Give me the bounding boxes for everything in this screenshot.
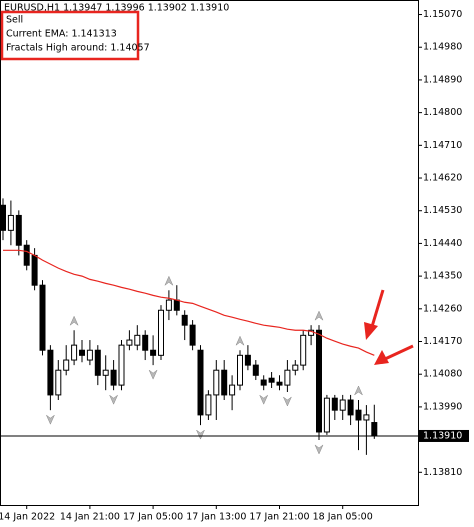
candle-body	[134, 334, 141, 346]
candle-body	[276, 381, 283, 386]
x-tick-label: 17 Jan 05:00	[123, 512, 183, 523]
candle-body	[347, 399, 354, 416]
candle-body	[118, 344, 125, 386]
fractal-down	[195, 429, 206, 440]
candle-body	[237, 354, 243, 386]
candle-body	[189, 324, 196, 346]
candle-body	[339, 399, 346, 411]
y-tick-label: 1.14350	[423, 271, 462, 282]
fractal-down	[45, 414, 56, 425]
y-tick-label: 1.14530	[423, 205, 462, 216]
candle-body	[300, 334, 307, 366]
candle-body	[284, 369, 291, 386]
candle-body	[158, 309, 164, 356]
candle-body	[221, 369, 228, 396]
symbol-header: EURUSD,H1 1.13947 1.13996 1.13902 1.1391…	[4, 3, 229, 14]
candle-body	[71, 344, 78, 361]
fractal-down	[108, 394, 119, 405]
y-tick-label: 1.13990	[423, 401, 462, 412]
candle-body	[63, 359, 70, 371]
fractal-down	[314, 444, 324, 455]
candle-body	[94, 349, 101, 376]
candle-body	[371, 422, 378, 437]
candle-body	[15, 214, 22, 246]
x-tick-label: 17 Jan 13:00	[186, 512, 246, 523]
candle-body	[205, 394, 212, 416]
candle-body	[7, 214, 14, 231]
candle-body	[31, 254, 38, 286]
candle-body	[331, 397, 338, 411]
fractal-up	[69, 315, 79, 327]
y-tick-label: 1.14800	[423, 107, 462, 118]
candle-body	[165, 299, 172, 311]
candle-body	[23, 244, 30, 266]
candle-body	[244, 354, 251, 366]
candle-body	[55, 369, 62, 396]
fractal-down	[259, 394, 269, 405]
y-tick-label: 1.13810	[423, 467, 462, 478]
comment-line: Sell	[6, 15, 23, 26]
y-tick-label: 1.14710	[423, 140, 462, 151]
candle-body	[316, 329, 322, 433]
annotation-arrow	[364, 289, 414, 365]
y-tick-label: 1.14890	[423, 74, 462, 85]
fractal-down	[282, 396, 293, 407]
y-tick-label: 1.14170	[423, 336, 462, 347]
candle-body	[142, 334, 149, 351]
candle-body	[47, 349, 54, 396]
candle-body	[363, 414, 370, 421]
candle-body	[150, 349, 157, 356]
candle-body	[79, 349, 85, 356]
y-tick-label: 1.14440	[423, 238, 462, 249]
candle-body	[126, 339, 133, 346]
fractal-up	[164, 275, 174, 287]
y-tick-label: 1.14620	[423, 173, 462, 184]
current-price-label: 1.13910	[423, 430, 462, 441]
plot-frame	[0, 0, 419, 506]
candle-body	[0, 204, 6, 231]
comment-line: Fractals High around: 1.14057	[6, 43, 150, 54]
x-tick-label: 18 Jan 05:00	[313, 512, 373, 523]
comment-box	[0, 10, 140, 61]
fractal-down	[148, 369, 158, 380]
y-tick-label: 1.14260	[423, 303, 462, 314]
y-tick-label: 1.14980	[423, 42, 462, 53]
candle-body	[173, 299, 180, 311]
candle-body	[110, 369, 117, 386]
y-tick-label: 1.14080	[423, 369, 462, 380]
candle-body	[39, 284, 46, 351]
candle-body	[181, 314, 188, 326]
candle-body	[355, 409, 362, 421]
candle-body	[292, 364, 299, 371]
candle-body	[323, 397, 330, 433]
ema-line	[3, 249, 375, 356]
candle-body	[102, 369, 109, 376]
x-tick-label: 14 Jan 21:00	[60, 512, 120, 523]
candle-body	[86, 349, 93, 361]
candle-body	[268, 377, 275, 383]
x-tick-label: 17 Jan 21:00	[249, 512, 309, 523]
current-price-box	[419, 429, 469, 442]
candle-body	[197, 349, 204, 416]
candle-body	[213, 369, 220, 396]
fractal-up	[235, 335, 245, 347]
candle-body	[252, 364, 259, 376]
comment-line: Current EMA: 1.141313	[6, 29, 117, 40]
candle-body	[229, 384, 236, 396]
x-tick-label: 14 Jan 2022	[0, 512, 55, 523]
candle-body	[260, 379, 267, 386]
y-tick-label: 1.15070	[423, 9, 462, 20]
fractal-up	[314, 310, 324, 321]
fractal-up	[353, 385, 364, 396]
